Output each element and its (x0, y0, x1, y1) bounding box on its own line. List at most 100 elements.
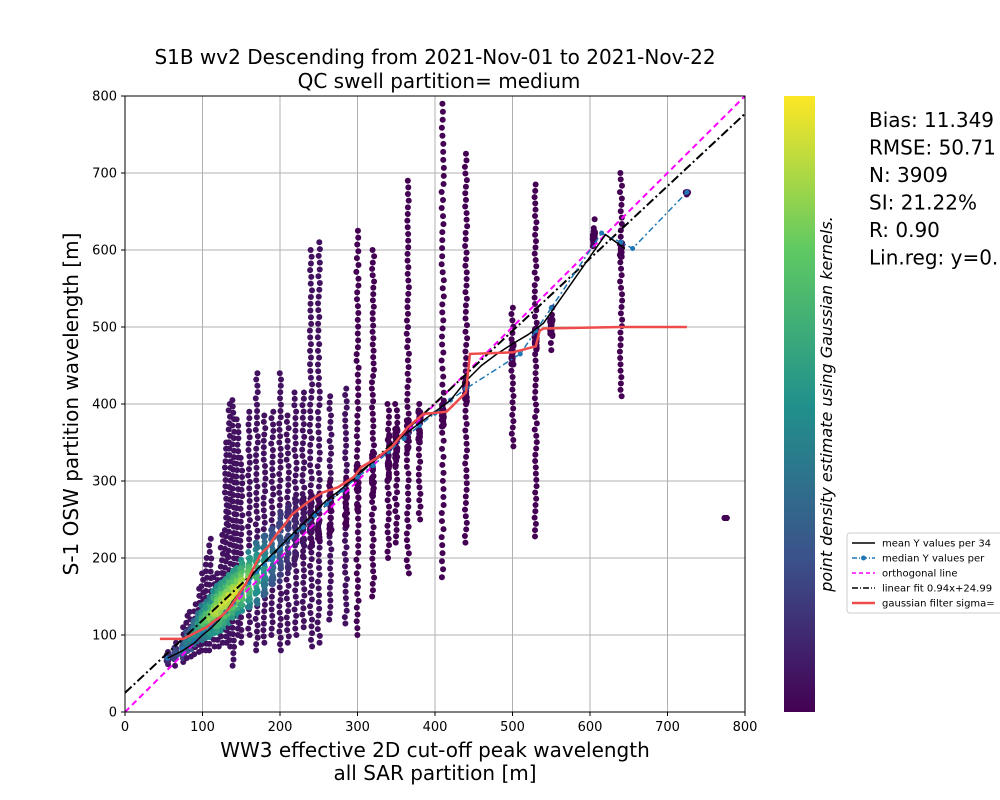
scatter-point (261, 639, 268, 646)
scatter-point (462, 315, 469, 322)
scatter-point (239, 576, 246, 583)
scatter-point (404, 304, 411, 311)
scatter-point (343, 461, 350, 468)
linear-fit-line (125, 112, 745, 694)
scatter-point (440, 526, 447, 533)
scatter-point (245, 440, 252, 447)
scatter-point (277, 634, 284, 641)
scatter-point (284, 570, 291, 577)
scatter-point (462, 302, 469, 309)
scatter-point (415, 445, 422, 452)
scatter-point (254, 575, 261, 582)
scatter-point (292, 421, 299, 428)
scatter-point (277, 382, 284, 389)
scatter-point (343, 398, 350, 405)
scatter-point (226, 452, 233, 459)
scatter-point (307, 415, 314, 422)
scatter-point (371, 253, 378, 260)
scatter-point (292, 587, 299, 594)
scatter-point (202, 568, 209, 575)
scatter-point (415, 465, 422, 472)
scatter-point (300, 494, 307, 501)
scatter-point (370, 549, 377, 556)
y-tick-label: 700 (92, 167, 117, 182)
scatter-point (370, 423, 377, 430)
scatter-point (439, 429, 446, 436)
scatter-point (191, 651, 198, 658)
scatter-point (237, 537, 244, 544)
scatter-point (404, 483, 411, 490)
scatter-point (315, 252, 322, 259)
scatter-point (253, 445, 260, 452)
scatter-point (369, 587, 376, 594)
scatter-point (202, 561, 209, 568)
scatter-point (354, 625, 361, 632)
scatter-point (618, 374, 625, 381)
scatter-point (269, 453, 276, 460)
scatter-point (415, 510, 422, 517)
scatter-point (463, 434, 470, 441)
scatter-point (342, 410, 349, 417)
scatter-point (355, 549, 362, 556)
scatter-point (416, 426, 423, 433)
scatter-point (307, 603, 314, 610)
scatter-point (246, 434, 253, 441)
scatter-point (307, 314, 314, 321)
scatter-point (343, 385, 350, 392)
scatter-point (369, 517, 376, 524)
scatter-point (415, 452, 422, 459)
scatter-point (463, 322, 470, 329)
scatter-point (463, 157, 470, 164)
scatter-point (327, 552, 334, 559)
scatter-point (315, 422, 322, 429)
scatter-point (353, 453, 360, 460)
scatter-point (253, 539, 260, 546)
scatter-point (463, 249, 470, 256)
scatter-point (342, 417, 349, 424)
scatter-point (405, 550, 412, 557)
scatter-point (308, 475, 315, 482)
scatter-point (439, 285, 446, 292)
scatter-point (309, 381, 316, 388)
scatter-point (261, 601, 268, 608)
scatter-point (293, 466, 300, 473)
scatter-point (405, 470, 412, 477)
legend-label: linear fit 0.94x+24.99 (882, 584, 992, 595)
scatter-point (404, 310, 411, 317)
scatter-point (369, 328, 376, 335)
scatter-point (618, 195, 625, 202)
scatter-point (291, 395, 298, 402)
scatter-point (307, 448, 314, 455)
scatter-point (253, 376, 260, 383)
scatter-point (405, 350, 412, 357)
scatter-point (370, 524, 377, 531)
scatter-point (462, 183, 469, 190)
scatter-point (439, 301, 446, 308)
scatter-point (307, 544, 314, 551)
scatter-point (417, 503, 424, 510)
scatter-point (307, 341, 314, 348)
scatter-point (439, 325, 446, 332)
scatter-point (531, 250, 538, 257)
scatter-point (277, 559, 284, 566)
scatter-point (355, 323, 362, 330)
scatter-point (342, 423, 349, 430)
scatter-point (384, 522, 391, 529)
scatter-point (277, 408, 284, 414)
median-marker (370, 463, 376, 469)
scatter-point (461, 533, 468, 540)
scatter-point (509, 304, 516, 311)
scatter-point (276, 571, 283, 578)
scatter-point (277, 452, 284, 459)
scatter-point (355, 515, 362, 522)
scatter-point (354, 241, 361, 248)
scatter-point (532, 388, 539, 395)
scatter-point (462, 348, 469, 355)
scatter-point (269, 612, 276, 619)
scatter-point (342, 504, 349, 511)
scatter-point (462, 539, 469, 546)
scatter-point (206, 548, 213, 555)
x-tick-label: 200 (268, 720, 293, 735)
scatter-point (276, 641, 283, 648)
scatter-point (239, 467, 246, 474)
